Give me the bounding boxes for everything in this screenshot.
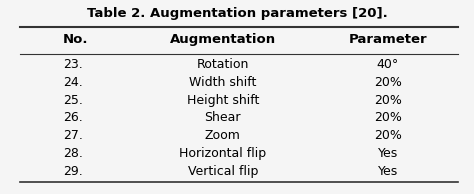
Text: 40°: 40°: [377, 58, 399, 71]
Text: 25.: 25.: [63, 94, 82, 107]
Text: 24.: 24.: [63, 76, 82, 89]
Text: Horizontal flip: Horizontal flip: [179, 147, 266, 160]
Text: 29.: 29.: [63, 165, 82, 178]
Text: 20%: 20%: [374, 129, 402, 142]
Text: Shear: Shear: [205, 111, 241, 124]
Text: Height shift: Height shift: [187, 94, 259, 107]
Text: Parameter: Parameter: [348, 33, 427, 46]
Text: 23.: 23.: [63, 58, 82, 71]
Text: Augmentation: Augmentation: [170, 33, 276, 46]
Text: 27.: 27.: [63, 129, 82, 142]
Text: Vertical flip: Vertical flip: [188, 165, 258, 178]
Text: No.: No.: [63, 33, 88, 46]
Text: Width shift: Width shift: [189, 76, 256, 89]
Text: Yes: Yes: [378, 165, 398, 178]
Text: 20%: 20%: [374, 111, 402, 124]
Text: Rotation: Rotation: [197, 58, 249, 71]
Text: 26.: 26.: [63, 111, 82, 124]
Text: 28.: 28.: [63, 147, 82, 160]
Text: Zoom: Zoom: [205, 129, 241, 142]
Text: Yes: Yes: [378, 147, 398, 160]
Text: 20%: 20%: [374, 76, 402, 89]
Text: 20%: 20%: [374, 94, 402, 107]
Text: Table 2. Augmentation parameters [20].: Table 2. Augmentation parameters [20].: [87, 7, 387, 20]
